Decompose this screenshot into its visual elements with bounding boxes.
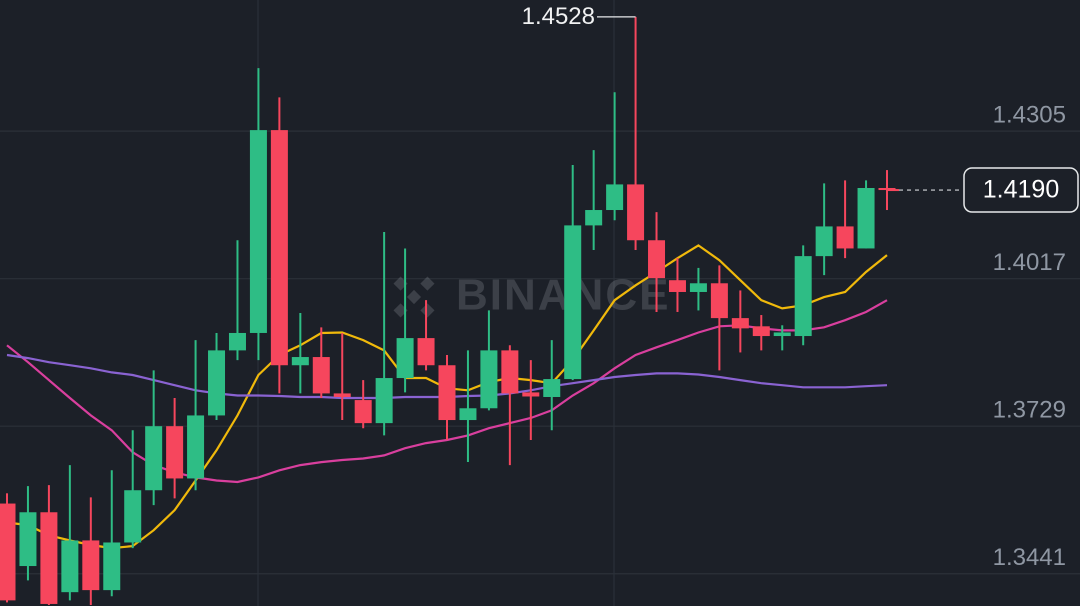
candle-body [480, 350, 498, 409]
candle-body [794, 256, 812, 337]
candle-body [19, 512, 37, 567]
max-price-label: 1.4528 [522, 3, 595, 30]
candle-body [752, 326, 770, 337]
labels: 1.4305 1.4017 1.3729 1.3441 1.4528 1.4190 [522, 3, 1079, 571]
current-price-box [963, 167, 1079, 213]
candle-body [543, 379, 561, 397]
candle-body [249, 130, 267, 333]
candle-body [710, 283, 728, 319]
candle-body [103, 542, 121, 591]
candle-body [40, 512, 58, 604]
candle-body [228, 332, 246, 351]
y-tick-label: 1.3729 [993, 397, 1066, 424]
watermark-text: BINANCE [456, 271, 670, 320]
candle-body [773, 332, 791, 337]
candle-body [0, 503, 16, 601]
candle-body [333, 393, 351, 397]
candle-body [668, 280, 686, 292]
candle-body [187, 415, 205, 479]
candle-body [522, 392, 540, 397]
candle-body [815, 226, 833, 257]
candle-body [417, 338, 435, 366]
y-tick-label: 1.4017 [993, 249, 1066, 276]
candle-body [166, 426, 184, 479]
candle-body [857, 187, 875, 249]
y-tick-label: 1.3441 [993, 544, 1066, 571]
candle-body [836, 226, 854, 249]
candles [0, 16, 896, 605]
candle-body [689, 283, 707, 292]
candle-body [878, 187, 896, 191]
candle-body [124, 490, 142, 543]
candle-body [564, 225, 582, 380]
candle-body [291, 357, 309, 366]
y-tick-label: 1.4305 [993, 101, 1066, 128]
grid [0, 130, 1080, 575]
candle-body [354, 400, 372, 424]
candle-body [375, 378, 393, 424]
candle-body [648, 240, 666, 279]
candle-body [270, 130, 288, 366]
candle-body [438, 365, 456, 421]
candle-body [396, 338, 414, 379]
candle-body [459, 408, 477, 421]
candle-body [731, 318, 749, 329]
candle-body [145, 426, 163, 491]
candle-body [208, 350, 226, 416]
candle-body [585, 210, 603, 226]
candle-body [606, 184, 624, 211]
candle-body [61, 540, 79, 593]
candle-body [82, 540, 100, 591]
current-price-label: 1.4190 [983, 176, 1059, 204]
candle-body [501, 350, 519, 394]
candle-body [627, 184, 645, 241]
candle-body [312, 357, 330, 394]
